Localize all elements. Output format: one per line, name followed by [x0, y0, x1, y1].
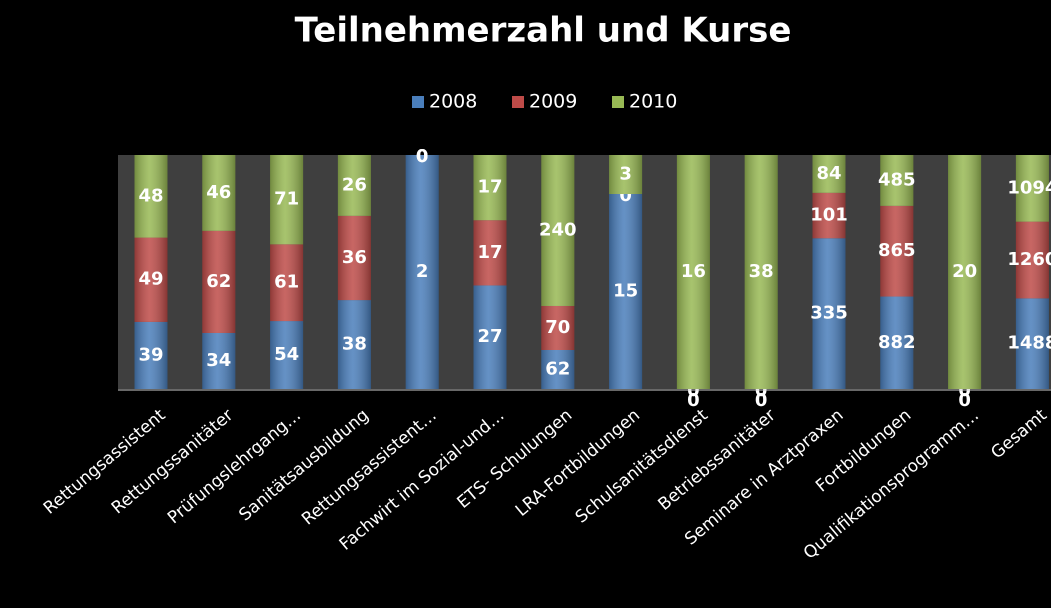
data-label: 15 [613, 281, 638, 302]
data-label: 34 [206, 350, 231, 371]
data-label: 48 [138, 185, 163, 206]
data-label: 61 [274, 272, 299, 293]
bar-shade [134, 321, 168, 389]
data-label: 17 [477, 177, 502, 198]
bar-shade [880, 205, 914, 297]
bar-shade [473, 155, 507, 221]
data-label: 38 [749, 261, 774, 282]
bar-shade [337, 155, 371, 216]
data-label: 26 [342, 174, 367, 195]
data-label: 101 [810, 205, 848, 226]
data-label: 16 [681, 261, 706, 282]
bar-shade [812, 238, 846, 389]
data-label: 485 [878, 169, 916, 190]
bar-shade [134, 237, 168, 322]
x-tick-label: Betriebssanitäter [654, 405, 779, 515]
bar-shade [812, 192, 846, 239]
bar-shade [541, 155, 575, 306]
bar-shade [880, 155, 914, 206]
data-label: 54 [274, 344, 299, 365]
bar-shade [337, 300, 371, 389]
bar-shade [812, 155, 846, 193]
data-label: 0 [755, 390, 768, 411]
legend-swatch [512, 96, 524, 108]
bar-shade [541, 350, 575, 389]
data-label: 335 [810, 303, 848, 324]
legend-swatch [412, 96, 424, 108]
bar-shade [1015, 155, 1049, 222]
data-label: 865 [878, 240, 916, 261]
bar-shade [405, 155, 439, 389]
legend-label: 2008 [429, 91, 477, 113]
data-label: 49 [138, 269, 163, 290]
bar-shade [134, 155, 168, 238]
bar-shade [202, 230, 236, 333]
data-label: 70 [545, 317, 570, 338]
data-label: 71 [274, 189, 299, 210]
data-label: 20 [952, 261, 977, 282]
data-label: 0 [416, 146, 429, 167]
bar-shade [880, 296, 914, 389]
data-label: 62 [545, 359, 570, 380]
bar-shade [202, 332, 236, 389]
data-label: 0 [687, 390, 700, 411]
bar-shade [744, 155, 778, 389]
data-label: 39 [138, 344, 163, 365]
x-tick-label: ETS- Schulungen [453, 405, 576, 513]
x-tick-label: LRA-Fortbildungen [512, 405, 644, 520]
bar-shade [609, 155, 643, 194]
data-label: 1488 [1007, 333, 1051, 354]
bar-shade [270, 321, 304, 389]
data-label: 36 [342, 247, 367, 268]
data-label: 1260 [1007, 249, 1051, 270]
data-label: 46 [206, 182, 231, 203]
data-label: 2 [416, 261, 429, 282]
data-label: 0 [416, 146, 429, 167]
data-label: 1094 [1007, 177, 1051, 198]
x-tick-label: Sanitätsausbildung [235, 405, 373, 525]
bar-shade [676, 155, 710, 389]
legend-swatch [612, 96, 624, 108]
bar-shade [473, 220, 507, 286]
bar-shade [270, 244, 304, 322]
bar-shade [337, 215, 371, 301]
bar-shade [609, 194, 643, 389]
data-label: 17 [477, 242, 502, 263]
bar-shade [270, 155, 304, 245]
x-tick-label: Rettungsassistent [40, 405, 170, 518]
legend-label: 2009 [529, 91, 577, 113]
chart-title: Teilnehmerzahl und Kurse [295, 11, 792, 51]
bar-shade [202, 155, 236, 231]
bar-shade [948, 155, 982, 389]
bar-shade [1015, 298, 1049, 389]
x-tick-label: Schulsanitätsdienst [572, 405, 712, 527]
data-label: 38 [342, 334, 367, 355]
x-tick-label: Gesamt [987, 405, 1051, 463]
bar-shade [1015, 221, 1049, 299]
data-label: 3 [619, 164, 632, 185]
data-label: 882 [878, 332, 916, 353]
legend-label: 2010 [629, 91, 677, 113]
data-label: 0 [958, 390, 971, 411]
x-tick-label: Rettungssanitäter [108, 405, 237, 518]
data-label: 27 [477, 326, 502, 347]
data-label: 62 [206, 271, 231, 292]
data-label: 240 [539, 219, 577, 240]
data-label: 84 [816, 163, 841, 184]
bar-shade [473, 285, 507, 389]
bar-shade [541, 305, 575, 350]
